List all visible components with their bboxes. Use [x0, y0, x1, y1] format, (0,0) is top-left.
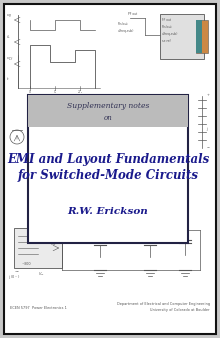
Text: v(freq,sub): v(freq,sub): [118, 29, 134, 33]
Text: se ref: se ref: [162, 39, 171, 43]
Bar: [196, 20, 202, 53]
Text: $V_{ac}$: $V_{ac}$: [38, 270, 45, 277]
Text: $0$: $0$: [28, 88, 32, 95]
Text: ECEN 5797  Power Electronics 1: ECEN 5797 Power Electronics 1: [10, 306, 67, 310]
Text: $\sim$: $\sim$: [14, 268, 20, 273]
Text: for Switched-Mode Circuits: for Switched-Mode Circuits: [18, 169, 198, 182]
Text: $V_{ac}$: $V_{ac}$: [50, 240, 57, 248]
Text: $T_s$: $T_s$: [53, 88, 57, 96]
Text: $i_L(0^+)$: $i_L(0^+)$: [8, 273, 20, 282]
Text: EMI and Layout Fundamentals: EMI and Layout Fundamentals: [7, 153, 209, 167]
Text: R.W. Erickson: R.W. Erickson: [68, 207, 148, 216]
Text: $C_1$: $C_1$: [95, 220, 100, 227]
Bar: [196, 20, 208, 53]
Text: $-$: $-$: [206, 145, 211, 149]
Text: $i_L$: $i_L$: [6, 33, 11, 41]
Text: Department of Electrical and Computer Engineering: Department of Electrical and Computer En…: [117, 302, 210, 306]
Text: FF out: FF out: [162, 18, 171, 22]
Text: $2T_s$: $2T_s$: [77, 88, 83, 96]
Text: R(s)out: R(s)out: [162, 25, 173, 29]
Bar: [28, 95, 188, 127]
Text: $t$: $t$: [6, 75, 10, 82]
Text: $+$: $+$: [206, 91, 211, 98]
Bar: [28, 95, 188, 243]
Text: v(freq,sub): v(freq,sub): [162, 32, 178, 36]
Text: $C_2$: $C_2$: [145, 220, 150, 227]
Text: $j$: $j$: [206, 125, 209, 133]
Text: $v_{Cf}$: $v_{Cf}$: [6, 55, 13, 63]
Text: PF out: PF out: [128, 12, 137, 16]
Text: University of Colorado at Boulder: University of Colorado at Boulder: [150, 308, 210, 312]
Text: R(s)out: R(s)out: [118, 22, 129, 26]
Bar: [14, 228, 62, 268]
Text: $v_g$: $v_g$: [6, 12, 12, 20]
Bar: [160, 14, 204, 59]
Text: Supplementary notes: Supplementary notes: [67, 102, 149, 110]
Text: on: on: [104, 114, 112, 122]
Text: ~300: ~300: [22, 262, 32, 266]
